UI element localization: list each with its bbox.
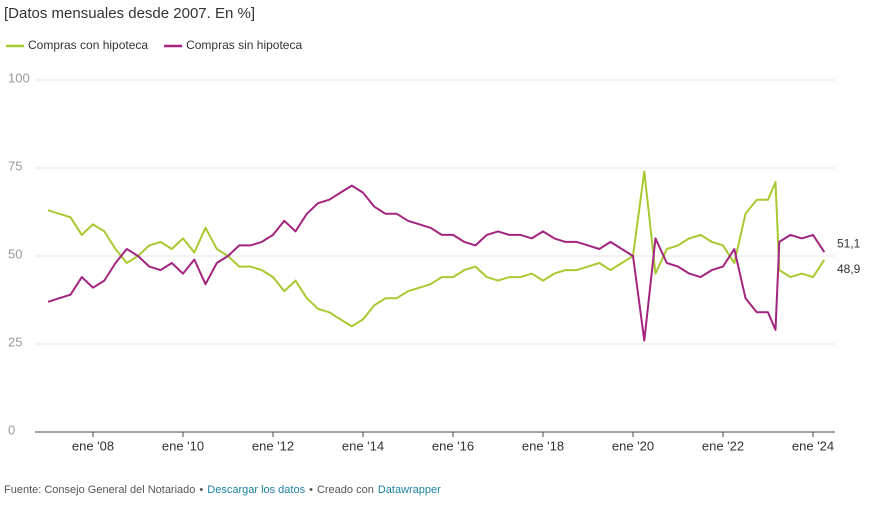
sep: • bbox=[199, 484, 203, 496]
sep: • bbox=[309, 484, 313, 496]
y-tick-label: 75 bbox=[8, 158, 22, 173]
x-tick-label: ene '24 bbox=[792, 438, 834, 453]
legend-label: Compras con hipoteca bbox=[28, 38, 148, 52]
x-tick-label: ene '12 bbox=[252, 438, 294, 453]
y-tick-label: 25 bbox=[8, 334, 22, 349]
source: Fuente: Consejo General del Notariado bbox=[4, 484, 195, 496]
x-tick-label: ene '18 bbox=[522, 438, 564, 453]
series-line bbox=[47, 184, 826, 342]
end-label: 51,1 bbox=[837, 236, 861, 250]
end-label: 48,9 bbox=[837, 262, 861, 276]
footer: Fuente: Consejo General del Notariado • De… bbox=[4, 484, 441, 496]
created: Creado con bbox=[317, 484, 374, 496]
y-tick-label: 0 bbox=[8, 422, 15, 437]
y-tick-label: 50 bbox=[8, 246, 22, 261]
y-tick-label: 100 bbox=[8, 70, 30, 85]
x-tick-label: ene '20 bbox=[612, 438, 654, 453]
chart-subtitle: [Datos mensuales desde 2007. En %] bbox=[4, 5, 255, 22]
x-tick-label: ene '16 bbox=[432, 438, 474, 453]
x-tick-label: ene '08 bbox=[72, 438, 114, 453]
series-line bbox=[47, 170, 826, 328]
tool-link[interactable]: Datawrapper bbox=[378, 484, 441, 496]
legend-label: Compras sin hipoteca bbox=[186, 38, 302, 52]
x-tick-label: ene '10 bbox=[162, 438, 204, 453]
x-tick-label: ene '22 bbox=[702, 438, 744, 453]
download-link[interactable]: Descargar los datos bbox=[207, 484, 305, 496]
x-tick-label: ene '14 bbox=[342, 438, 384, 453]
